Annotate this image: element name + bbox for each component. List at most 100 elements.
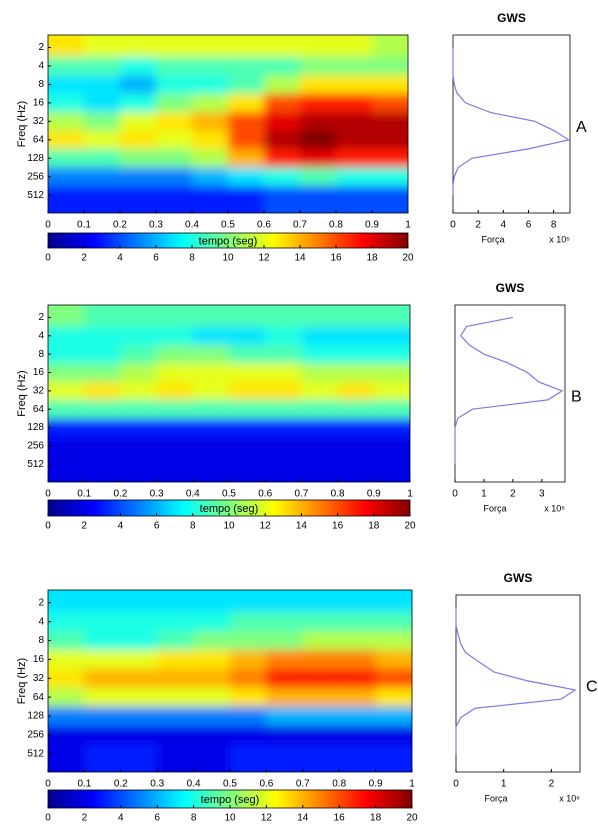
- colorbar-tick-label: 2: [81, 253, 87, 264]
- heat-cell: [84, 612, 122, 632]
- panel-letter: C: [586, 678, 598, 695]
- heat-cell: [192, 381, 230, 401]
- heat-cell: [84, 75, 121, 95]
- x-tick-label: 0.4: [187, 779, 201, 790]
- heat-cell: [229, 305, 266, 328]
- y-tick-label: 16: [33, 654, 45, 665]
- heat-cell: [264, 35, 301, 58]
- heat-cell: [84, 455, 121, 482]
- colorbar-tick-label: 0: [45, 521, 51, 532]
- heat-cell: [230, 725, 267, 745]
- heat-cell: [372, 75, 408, 95]
- y-tick-label: 256: [27, 171, 44, 182]
- heat-cell: [48, 687, 85, 708]
- heat-cell: [84, 381, 121, 401]
- heat-cell: [120, 590, 158, 613]
- heat-cell: [156, 149, 193, 168]
- heat-cell: [337, 344, 375, 364]
- heat-cell: [266, 744, 304, 772]
- heat-cell: [157, 612, 195, 632]
- heat-cell: [375, 631, 412, 651]
- heat-cell: [48, 649, 85, 670]
- heat-cell: [337, 400, 375, 419]
- heat-cell: [336, 93, 373, 113]
- heat-cell: [266, 612, 304, 632]
- colorbar-tick-label: 6: [154, 813, 160, 824]
- heat-cell: [120, 455, 158, 482]
- heat-cell: [339, 744, 377, 772]
- heat-cell: [336, 56, 373, 76]
- heat-cell: [192, 185, 229, 213]
- heat-cell: [156, 363, 194, 383]
- heat-cell: [48, 149, 85, 168]
- y-tick-label: 8: [38, 635, 44, 646]
- heat-cell: [375, 744, 412, 772]
- gws-line: [452, 47, 571, 196]
- heat-cell: [192, 418, 230, 438]
- heat-cell: [265, 381, 302, 401]
- x-tick-label: 4: [501, 220, 507, 231]
- chart-title: GWS: [497, 11, 526, 25]
- heat-cell: [339, 631, 377, 651]
- heat-cell: [337, 455, 375, 482]
- heat-cell: [48, 631, 85, 651]
- x-tick-label: 1: [405, 220, 411, 231]
- x-tick-label: 3: [539, 489, 545, 500]
- heat-cell: [266, 725, 304, 745]
- x-tick-label: 0.6: [258, 489, 272, 500]
- heat-cell: [48, 590, 85, 613]
- x-tick-label: 2: [510, 489, 516, 500]
- colorbar-tick-label: 0: [45, 813, 51, 824]
- heat-cell: [300, 112, 337, 132]
- y-tick-label: 512: [27, 190, 44, 201]
- x-tick-label: 0.8: [331, 489, 345, 500]
- colorbar-tick-label: 6: [154, 521, 160, 532]
- heat-cell: [48, 668, 85, 689]
- heat-cell: [48, 130, 85, 150]
- colorbar-tick-label: 2: [82, 813, 88, 824]
- heat-cell: [192, 75, 229, 95]
- colorbar-tick-label: 14: [297, 813, 309, 824]
- heat-cell: [372, 93, 408, 113]
- heat-cell: [84, 590, 122, 613]
- heat-cell: [264, 56, 301, 76]
- heat-cell: [302, 706, 340, 726]
- heat-cell: [48, 381, 85, 401]
- heat-cell: [120, 649, 158, 670]
- x-tick-label: 1: [501, 779, 507, 790]
- x-tick-label: 0.7: [294, 489, 308, 500]
- colorbar-tick-label: 0: [45, 253, 51, 264]
- y-tick-label: 2: [38, 42, 44, 53]
- heat-cell: [84, 93, 121, 113]
- heat-cell: [300, 149, 337, 168]
- heat-cell: [339, 649, 377, 670]
- heat-cell: [120, 167, 157, 187]
- heat-cell: [156, 305, 194, 328]
- heat-cell: [156, 455, 194, 482]
- heat-cell: [192, 363, 230, 383]
- heat-cell: [156, 436, 194, 456]
- y-tick-label: 512: [27, 459, 44, 470]
- heat-cell: [375, 668, 412, 689]
- heat-cell: [156, 56, 193, 76]
- heat-cell: [120, 93, 157, 113]
- colorbar-tick-label: 18: [366, 253, 378, 264]
- heat-cell: [372, 35, 408, 58]
- heat-cell: [337, 363, 375, 383]
- heat-cell: [157, 687, 195, 708]
- heat-cell: [265, 363, 302, 383]
- heat-cell: [302, 590, 340, 613]
- heat-cell: [193, 668, 231, 689]
- heat-cell: [266, 706, 304, 726]
- heat-cell: [372, 112, 408, 132]
- heat-cell: [337, 381, 375, 401]
- plot-frame: [452, 34, 571, 214]
- heatmap: [48, 590, 412, 772]
- heatmap: [48, 35, 408, 213]
- x-tick-label: 0.5: [222, 489, 236, 500]
- colorbar-tick-label: 10: [224, 813, 236, 824]
- heat-cell: [157, 725, 195, 745]
- heat-cell: [337, 436, 375, 456]
- x-tick-label: 0.8: [329, 220, 343, 231]
